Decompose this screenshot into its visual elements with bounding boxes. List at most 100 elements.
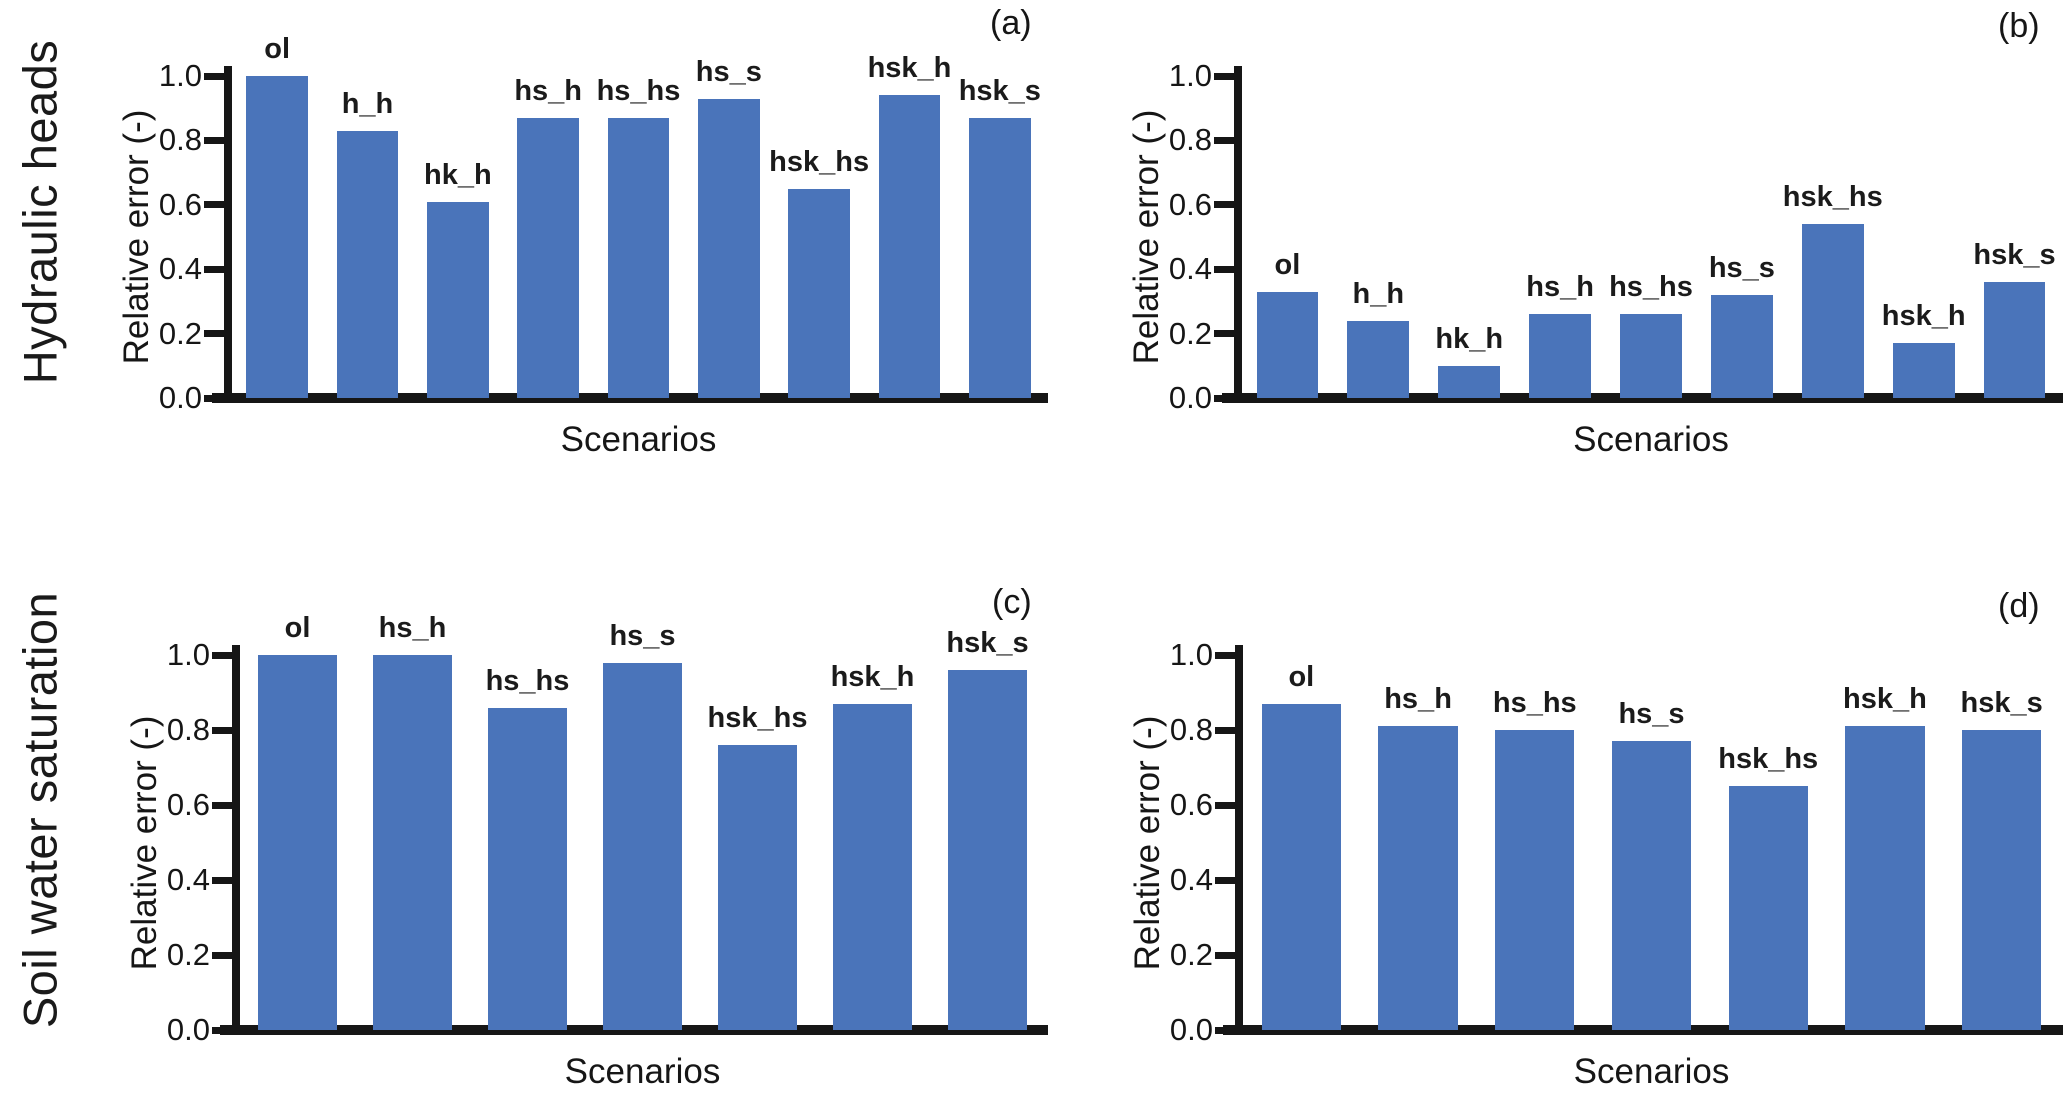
bar-label-hk_h: hk_h: [1435, 322, 1504, 355]
y-tick-mark: [1215, 651, 1235, 659]
x-axis: [1223, 1025, 2063, 1035]
y-tick-mark: [212, 1026, 232, 1034]
y-tick-mark: [1215, 876, 1235, 884]
bar-hsk_h: [878, 95, 941, 398]
y-tick-mark: [1214, 394, 1234, 402]
bar-label-hsk_h: hsk_h: [867, 52, 952, 85]
bar-label-hs_hs: hs_hs: [1492, 687, 1577, 719]
y-tick-label: 1.0: [1169, 637, 1213, 672]
bar-hs_h: [1529, 314, 1591, 398]
bar-label-hs_s: hs_s: [609, 619, 676, 652]
bar-label-hs_hs: hs_hs: [596, 74, 681, 107]
y-tick-label: 1.0: [166, 637, 210, 672]
bar-label-hsk_h: hsk_h: [830, 660, 915, 693]
bar-hk_h: [1438, 365, 1501, 398]
y-tick-mark: [204, 265, 224, 273]
row-label-soil-water-saturation: Soil water saturation: [13, 591, 67, 1029]
bar-ol: [1261, 703, 1342, 1030]
bar-label-ol: ol: [284, 612, 311, 644]
y-tick-mark: [212, 876, 232, 884]
y-tick-label: 0.2: [166, 937, 210, 972]
bar-hsk_hs: [788, 188, 850, 398]
bar-label-hsk_s: hsk_s: [1960, 687, 2043, 719]
bar-hsk_h: [1845, 726, 1925, 1030]
y-tick-label: 0.0: [1169, 1012, 1213, 1047]
bar-label-hs_h: hs_h: [378, 612, 447, 644]
y-tick-label: 0.8: [166, 712, 210, 747]
y-tick-label: 0.8: [1168, 122, 1212, 158]
y-tick-label: 0.2: [1169, 937, 1213, 972]
y-tick-mark: [1214, 201, 1234, 209]
y-tick-mark: [212, 726, 232, 734]
bar-hsk_s: [1961, 730, 2042, 1030]
bar-label-h_h: h_h: [341, 87, 394, 120]
bar-label-hs_hs: hs_hs: [1609, 271, 1693, 304]
chart-a-plot: Relative error (-) Scenarios 0.0 0.2 0.4 0.…: [117, 33, 1048, 459]
bar-hsk_s: [969, 117, 1031, 398]
bar-label-hsk_s: hsk_s: [958, 74, 1041, 107]
bar-hs_hs: [488, 707, 567, 1030]
bar-hs_h: [1378, 726, 1458, 1030]
y-tick-label: 0.8: [158, 122, 202, 158]
row-label-hydraulic-heads: Hydraulic heads: [13, 39, 67, 385]
bar-hs_s: [698, 98, 760, 398]
y-tick-mark: [212, 951, 232, 959]
bar-ol: [246, 76, 308, 398]
y-tick-label: 0.4: [158, 251, 202, 287]
bar-ol: [258, 655, 337, 1030]
bar-ol: [1256, 291, 1319, 398]
y-axis-label: Relative error (-): [1128, 715, 1167, 970]
y-tick-label: 1.0: [1168, 58, 1212, 93]
y-tick-mark: [1214, 136, 1234, 144]
bar-label-hsk_s: hsk_s: [946, 627, 1029, 659]
y-tick-mark: [204, 394, 224, 402]
y-tick-mark: [1215, 951, 1235, 959]
y-tick-label: 1.0: [158, 58, 202, 93]
x-axis-label: Scenarios: [1573, 1052, 1730, 1091]
bar-label-ol: ol: [1288, 660, 1315, 693]
panel-letter-a: (a): [990, 4, 1032, 42]
bar-hk_h: [427, 201, 489, 398]
y-tick-mark: [1215, 801, 1235, 809]
y-tick-mark: [1214, 72, 1234, 80]
y-axis-label: Relative error (-): [117, 109, 156, 365]
bar-label-ol: ol: [1274, 248, 1301, 281]
bar-label-hs_s: hs_s: [1618, 698, 1685, 731]
bar-hs_h: [517, 117, 579, 398]
x-axis-label: Scenarios: [560, 420, 717, 459]
bar-label-hs_h: hs_h: [1526, 271, 1594, 304]
y-tick-label: 0.4: [166, 862, 210, 897]
y-axis: [1235, 645, 1243, 1033]
bar-label-hsk_h: hsk_h: [1881, 300, 1966, 333]
bar-label-hs_h: hs_h: [1384, 683, 1452, 716]
bar-label-hsk_hs: hsk_hs: [769, 145, 870, 178]
bar-label-h_h: h_h: [1352, 277, 1405, 310]
y-axis-label: Relative error (-): [125, 715, 164, 970]
bar-hs_s: [1611, 741, 1692, 1030]
y-tick-label: 0.6: [1168, 186, 1212, 222]
y-tick-label: 0.2: [1168, 315, 1212, 351]
bar-label-hs_hs: hs_hs: [485, 664, 570, 697]
bar-hsk_h: [1892, 343, 1955, 398]
bar-h_h: [1347, 320, 1410, 398]
y-tick-label: 0.6: [166, 787, 210, 822]
y-tick-label: 0.0: [1168, 380, 1212, 415]
y-tick-mark: [1214, 330, 1234, 338]
y-tick-label: 0.0: [166, 1012, 210, 1047]
bar-hsk_hs: [1801, 224, 1864, 398]
bar-hs_h: [373, 655, 452, 1030]
y-tick-mark: [204, 72, 224, 80]
bar-hs_s: [603, 662, 682, 1030]
bar-label-hs_h: hs_h: [514, 74, 582, 107]
y-tick-mark: [212, 801, 232, 809]
y-tick-mark: [1214, 265, 1234, 273]
bar-hsk_s: [948, 670, 1027, 1030]
bar-hsk_h: [833, 703, 912, 1030]
bar-hsk_hs: [1728, 786, 1808, 1030]
bar-label-hsk_hs: hsk_hs: [1718, 743, 1819, 776]
y-tick-mark: [1215, 1026, 1235, 1034]
y-tick-mark: [1215, 726, 1235, 734]
panel-letter-c: (c): [992, 583, 1032, 621]
panel-letter-d: (d): [1998, 587, 2040, 625]
